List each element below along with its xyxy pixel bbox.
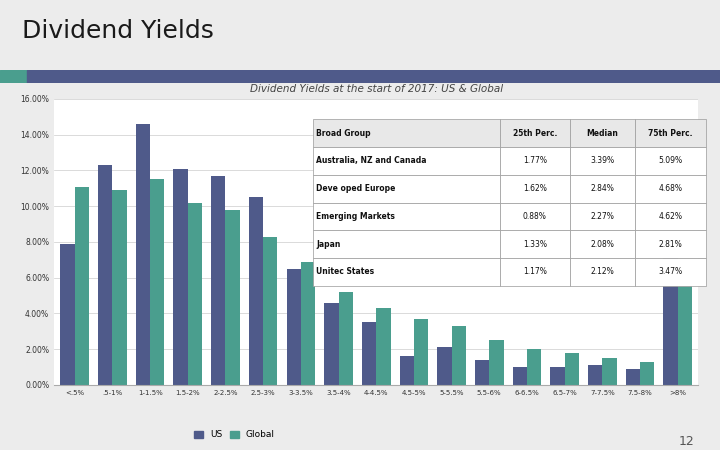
Bar <box>362 322 376 385</box>
Bar <box>400 356 414 385</box>
Bar <box>324 302 338 385</box>
Text: 0.88%: 0.88% <box>523 212 547 221</box>
Bar <box>301 261 315 385</box>
Bar <box>475 360 490 385</box>
Text: 12: 12 <box>679 436 695 448</box>
Text: 4.62%: 4.62% <box>658 212 683 221</box>
Text: 1.77%: 1.77% <box>523 157 547 166</box>
FancyBboxPatch shape <box>313 202 500 230</box>
Text: Dividend Yields: Dividend Yields <box>22 19 213 43</box>
Bar <box>249 197 263 385</box>
Bar <box>150 180 164 385</box>
FancyBboxPatch shape <box>500 202 570 230</box>
Bar <box>678 261 692 385</box>
FancyBboxPatch shape <box>570 230 635 258</box>
Text: Broad Group: Broad Group <box>316 129 371 138</box>
Bar <box>437 347 451 385</box>
FancyBboxPatch shape <box>570 147 635 175</box>
FancyBboxPatch shape <box>313 119 500 147</box>
FancyBboxPatch shape <box>635 258 706 286</box>
FancyBboxPatch shape <box>500 258 570 286</box>
Text: 3.47%: 3.47% <box>658 267 683 276</box>
Text: 1.33%: 1.33% <box>523 239 547 248</box>
FancyBboxPatch shape <box>635 147 706 175</box>
Text: 75th Perc.: 75th Perc. <box>648 129 693 138</box>
FancyBboxPatch shape <box>635 119 706 147</box>
FancyBboxPatch shape <box>313 258 500 286</box>
Bar <box>211 176 225 385</box>
Text: 2.08%: 2.08% <box>590 239 615 248</box>
Text: 4.68%: 4.68% <box>658 184 683 193</box>
Bar <box>527 349 541 385</box>
FancyBboxPatch shape <box>500 175 570 202</box>
Bar <box>603 358 616 385</box>
Bar <box>174 169 188 385</box>
Bar <box>626 369 640 385</box>
FancyBboxPatch shape <box>313 175 500 202</box>
FancyBboxPatch shape <box>570 175 635 202</box>
Text: 2.81%: 2.81% <box>658 239 682 248</box>
FancyBboxPatch shape <box>570 202 635 230</box>
Bar <box>188 202 202 385</box>
Bar <box>75 186 89 385</box>
Text: Unitec States: Unitec States <box>316 267 374 276</box>
Bar <box>588 365 603 385</box>
Text: 25th Perc.: 25th Perc. <box>513 129 557 138</box>
Text: 5.09%: 5.09% <box>658 157 683 166</box>
Title: Dividend Yields at the start of 2017: US & Global: Dividend Yields at the start of 2017: US… <box>250 84 503 94</box>
FancyBboxPatch shape <box>313 147 500 175</box>
Bar <box>663 254 678 385</box>
Bar <box>112 190 127 385</box>
Text: 2.84%: 2.84% <box>590 184 615 193</box>
Bar <box>376 308 390 385</box>
Bar <box>490 340 503 385</box>
Text: 3.39%: 3.39% <box>590 157 615 166</box>
Bar <box>564 353 579 385</box>
Text: 1.17%: 1.17% <box>523 267 547 276</box>
Bar <box>640 361 654 385</box>
Bar <box>287 269 301 385</box>
Bar <box>136 124 150 385</box>
Bar <box>513 367 527 385</box>
Text: Deve oped Europe: Deve oped Europe <box>316 184 396 193</box>
FancyBboxPatch shape <box>313 230 500 258</box>
FancyBboxPatch shape <box>635 202 706 230</box>
Text: Median: Median <box>587 129 618 138</box>
Legend: US, Global: US, Global <box>190 427 279 443</box>
Bar <box>414 319 428 385</box>
FancyBboxPatch shape <box>500 230 570 258</box>
FancyBboxPatch shape <box>500 119 570 147</box>
FancyBboxPatch shape <box>500 147 570 175</box>
FancyBboxPatch shape <box>570 258 635 286</box>
Text: Japan: Japan <box>316 239 341 248</box>
Text: 2.27%: 2.27% <box>590 212 615 221</box>
Bar <box>451 326 466 385</box>
Text: 2.12%: 2.12% <box>590 267 614 276</box>
Bar <box>225 210 240 385</box>
Bar <box>338 292 353 385</box>
Bar <box>98 165 112 385</box>
Bar <box>263 237 277 385</box>
Text: Emerging Markets: Emerging Markets <box>316 212 395 221</box>
FancyBboxPatch shape <box>570 119 635 147</box>
FancyBboxPatch shape <box>635 175 706 202</box>
Bar <box>0 70 27 83</box>
Bar <box>550 367 564 385</box>
Text: 1.62%: 1.62% <box>523 184 547 193</box>
FancyBboxPatch shape <box>635 230 706 258</box>
Text: Australia, NZ and Canada: Australia, NZ and Canada <box>316 157 427 166</box>
Bar <box>60 243 75 385</box>
